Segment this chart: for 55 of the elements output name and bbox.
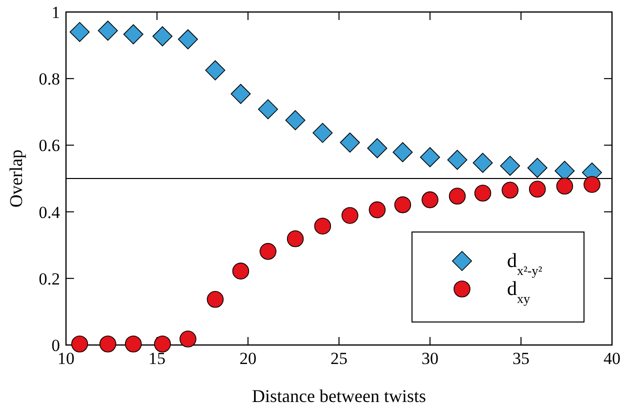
- y-tick-label: 0.4: [38, 202, 60, 222]
- point: [556, 178, 574, 195]
- y-tick-label: 1: [52, 3, 60, 22]
- point: [71, 336, 88, 352]
- x-tick-label: 30: [422, 349, 438, 368]
- point: [392, 142, 413, 162]
- point: [260, 243, 276, 260]
- point: [474, 184, 492, 202]
- point: [70, 22, 90, 42]
- point: [312, 122, 333, 143]
- point: [286, 230, 304, 248]
- point: [448, 188, 466, 205]
- point: [340, 132, 360, 153]
- point: [124, 336, 142, 352]
- point: [232, 262, 250, 280]
- point: [367, 138, 388, 158]
- point: [342, 207, 358, 224]
- x-tick-label: 35: [512, 349, 530, 368]
- y-tick-label: 0: [52, 336, 60, 355]
- y-tick-label: 0.2: [38, 269, 60, 288]
- point: [394, 196, 412, 214]
- x-tick-label: 20: [240, 349, 256, 368]
- point: [180, 330, 196, 348]
- point: [502, 182, 518, 199]
- x-axis-title: Distance between twists: [252, 386, 426, 406]
- point: [527, 158, 548, 178]
- point: [314, 218, 332, 235]
- point: [422, 191, 438, 208]
- point: [230, 84, 251, 104]
- point: [528, 180, 546, 198]
- x-tick-label: 40: [604, 349, 620, 368]
- y-axis-title: Overlap: [6, 150, 26, 208]
- x-tick-label: 25: [330, 349, 348, 368]
- point: [98, 20, 118, 41]
- point: [285, 110, 306, 130]
- point: [447, 150, 468, 170]
- point: [154, 336, 171, 352]
- y-tick-label: 0.8: [38, 70, 60, 89]
- point: [205, 60, 226, 80]
- point: [206, 290, 224, 308]
- x-tick-label: 10: [58, 349, 74, 368]
- legend-label: d$_{xy}$: [507, 278, 530, 306]
- point: [99, 336, 116, 352]
- point: [258, 99, 278, 120]
- point: [178, 29, 198, 50]
- point: [123, 24, 144, 44]
- point: [420, 147, 440, 168]
- point: [472, 152, 493, 173]
- y-tick-label: 0.6: [38, 136, 60, 156]
- point: [152, 26, 172, 46]
- point: [500, 156, 520, 176]
- x-tick-label: 15: [148, 349, 166, 368]
- legend-label: d$_{x²-y²}$: [507, 250, 542, 278]
- point: [368, 201, 386, 218]
- point: [584, 176, 600, 193]
